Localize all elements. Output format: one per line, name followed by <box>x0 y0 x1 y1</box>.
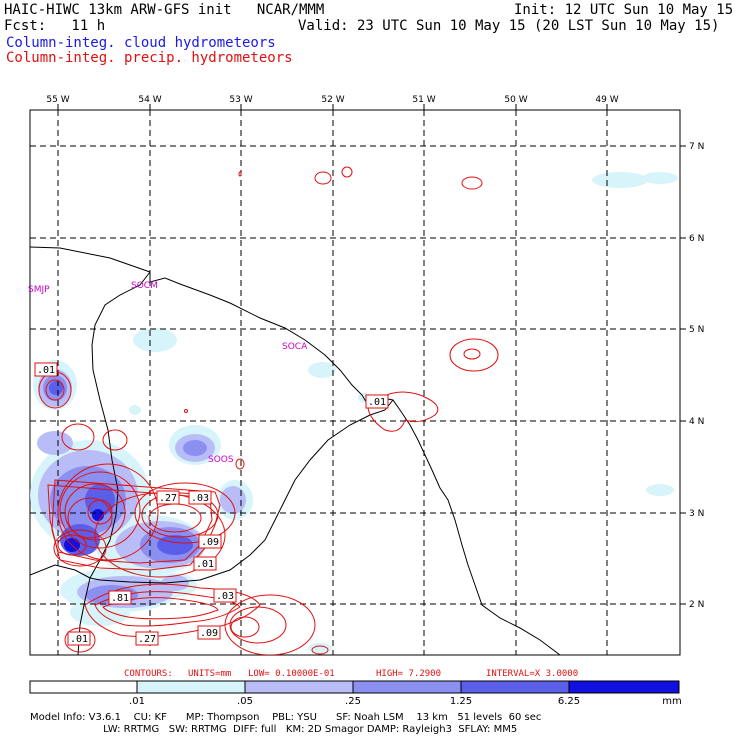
longitude-labels: 55 W 54 W 53 W 52 W 51 W 50 W 49 W <box>46 95 618 105</box>
contour-info-high: HIGH= 7.2900 <box>376 669 441 679</box>
header-valid-time: Valid: 23 UTC Sun 10 May 15 (20 LST Sun … <box>298 18 720 34</box>
lat-label: 4 N <box>689 417 704 427</box>
colorbar-tick: .05 <box>237 696 253 707</box>
graticule <box>30 110 680 655</box>
lat-label: 7 N <box>689 142 704 152</box>
contour-label: .01 <box>37 365 55 376</box>
colorbar-ticks: .01 .05 .25 1.25 6.25 mm <box>129 696 682 707</box>
station-label-socm: SOCM <box>131 281 158 291</box>
model-info-line1: Model Info: V3.6.1 CU: KF MP: Thompson P… <box>30 712 542 723</box>
station-label-smjp: SMJP <box>28 285 50 295</box>
contour-label-boxes <box>34 362 389 646</box>
colorbar-unit: mm <box>662 696 681 707</box>
contour-label: .27 <box>159 493 177 504</box>
model-info-line2: LW: RRTMG SW: RRTMG DIFF: full KM: 2D Sm… <box>30 724 518 735</box>
lon-label: 54 W <box>138 95 161 105</box>
lon-label: 49 W <box>595 95 618 105</box>
colorbar-tick: .01 <box>129 696 145 707</box>
header-forecast-hour: Fcst: 11 h <box>4 18 106 34</box>
frame-ticks <box>57 104 686 605</box>
contour-info-interval: INTERVAL=X 3.0000 <box>486 669 578 679</box>
lat-label: 6 N <box>689 234 704 244</box>
contour-label: .03 <box>216 591 234 602</box>
lon-label: 52 W <box>321 95 344 105</box>
contour-label: .03 <box>191 493 209 504</box>
contour-info-contours: CONTOURS: <box>124 669 173 679</box>
contour-label: .09 <box>201 537 219 548</box>
lat-label: 3 N <box>689 509 704 519</box>
contour-label: .01 <box>70 634 88 645</box>
lon-label: 53 W <box>229 95 252 105</box>
contour-label-texts: .01 .01 .27 .03 .09 .01 .81 .03 .01 .27 … <box>37 365 386 645</box>
contour-label: .09 <box>200 628 218 639</box>
lat-label: 2 N <box>689 600 704 610</box>
contour-info-units: UNITS=mm <box>188 669 231 679</box>
contour-info: CONTOURS: UNITS=mm LOW= 0.10000E-01 HIGH… <box>124 669 578 679</box>
contour-label: .01 <box>196 559 214 570</box>
colorbar-tick: 1.25 <box>450 696 472 707</box>
colorbar <box>29 680 680 694</box>
contour-label: .27 <box>138 634 156 645</box>
latitude-labels: 7 N 6 N 5 N 4 N 3 N 2 N <box>689 142 704 610</box>
contour-label: .01 <box>368 397 386 408</box>
station-label-soca: SOCA <box>282 342 308 352</box>
station-label-soos: SOOS <box>208 455 234 465</box>
legend-cloud-hydrometeors: Column-integ. cloud hydrometeors <box>6 35 276 51</box>
lon-label: 51 W <box>412 95 435 105</box>
lat-label: 5 N <box>689 325 704 335</box>
header-init-time: Init: 12 UTC Sun 10 May 15 <box>514 2 734 18</box>
colorbar-tick: .25 <box>345 696 361 707</box>
colorbar-tick: 6.25 <box>558 696 580 707</box>
station-labels: SMJP SOCM SOCA SOOS <box>28 281 308 465</box>
lon-label: 55 W <box>46 95 69 105</box>
lon-label: 50 W <box>504 95 527 105</box>
contour-label: .81 <box>111 593 129 604</box>
legend-precip-hydrometeors: Column-integ. precip. hydrometeors <box>6 50 293 66</box>
header-title: HAIC-HIWC 13km ARW-GFS init NCAR/MMM <box>4 2 325 18</box>
contour-info-low: LOW= 0.10000E-01 <box>248 669 335 679</box>
